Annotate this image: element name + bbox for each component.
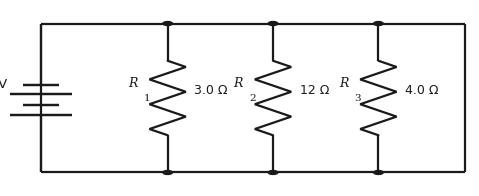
Circle shape <box>268 22 278 25</box>
Circle shape <box>374 171 383 174</box>
Text: 12 Ω: 12 Ω <box>300 84 329 97</box>
Text: 3.0 Ω: 3.0 Ω <box>194 84 228 97</box>
Text: 6.0 V: 6.0 V <box>0 78 7 91</box>
Text: R: R <box>128 77 137 90</box>
Text: R: R <box>233 77 243 90</box>
Circle shape <box>374 22 383 25</box>
Text: 2: 2 <box>249 94 256 103</box>
Text: R: R <box>339 77 348 90</box>
Text: 3: 3 <box>354 94 361 103</box>
Circle shape <box>268 171 278 174</box>
Text: 1: 1 <box>144 94 150 103</box>
Circle shape <box>163 171 172 174</box>
Circle shape <box>163 22 172 25</box>
Text: 4.0 Ω: 4.0 Ω <box>405 84 439 97</box>
